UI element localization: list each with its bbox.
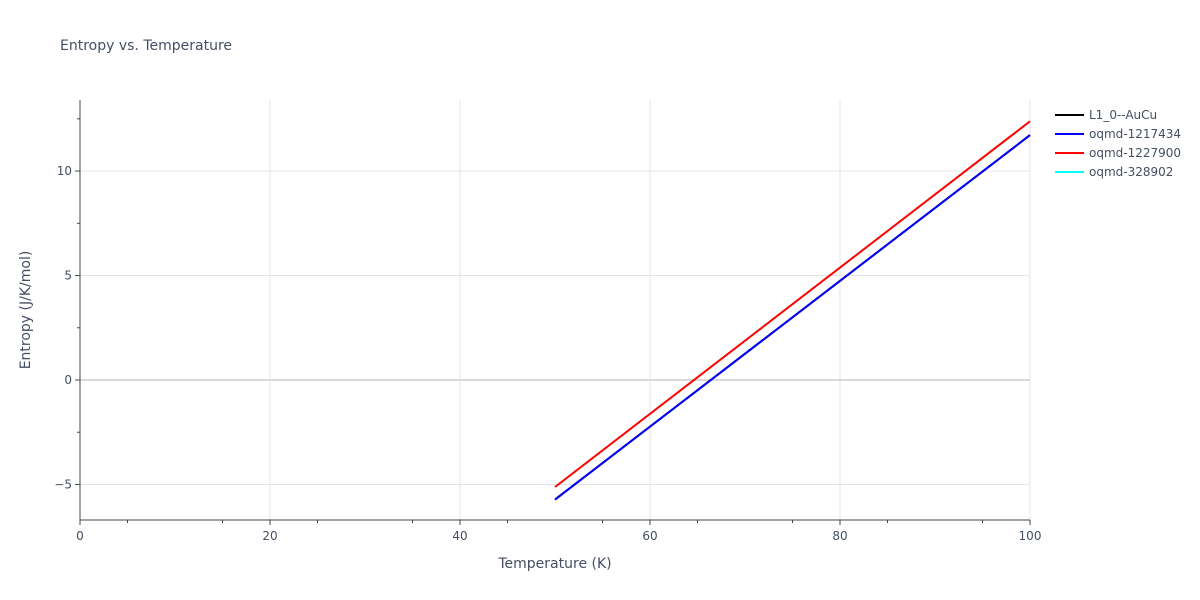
series-line-oqmd-1217434 xyxy=(554,134,1031,501)
y-tick-label: 5 xyxy=(64,269,72,283)
series-line-oqmd-1227900 xyxy=(554,120,1031,488)
axes: 0 20 40 60 80 100 −5 0 5 10 xyxy=(54,100,1041,543)
y-axis-title: Entropy (J/K/mol) xyxy=(18,251,34,370)
chart-title: Entropy vs. Temperature xyxy=(60,38,232,54)
y-tick-label: 0 xyxy=(64,373,72,387)
legend: L1_0--AuCu oqmd-1217434 oqmd-1227900 oqmd-3… xyxy=(1055,108,1181,179)
legend-label-oqmd-1217434: oqmd-1217434 xyxy=(1089,127,1181,141)
x-tick-label: 40 xyxy=(452,529,467,543)
y-tick-label: 10 xyxy=(57,164,72,178)
x-tick-label: 80 xyxy=(832,529,847,543)
x-tick-label: 100 xyxy=(1019,529,1042,543)
plot-area xyxy=(554,120,1031,501)
x-tick-label: 60 xyxy=(642,529,657,543)
legend-label-oqmd-1227900: oqmd-1227900 xyxy=(1089,146,1181,160)
legend-label-l1-0-aucu: L1_0--AuCu xyxy=(1089,108,1157,122)
x-tick-label: 20 xyxy=(262,529,277,543)
y-tick-label: −5 xyxy=(54,477,72,491)
x-tick-label: 0 xyxy=(76,529,84,543)
grid xyxy=(80,100,1031,520)
legend-label-oqmd-328902: oqmd-328902 xyxy=(1089,165,1173,179)
x-axis-title: Temperature (K) xyxy=(497,556,611,572)
